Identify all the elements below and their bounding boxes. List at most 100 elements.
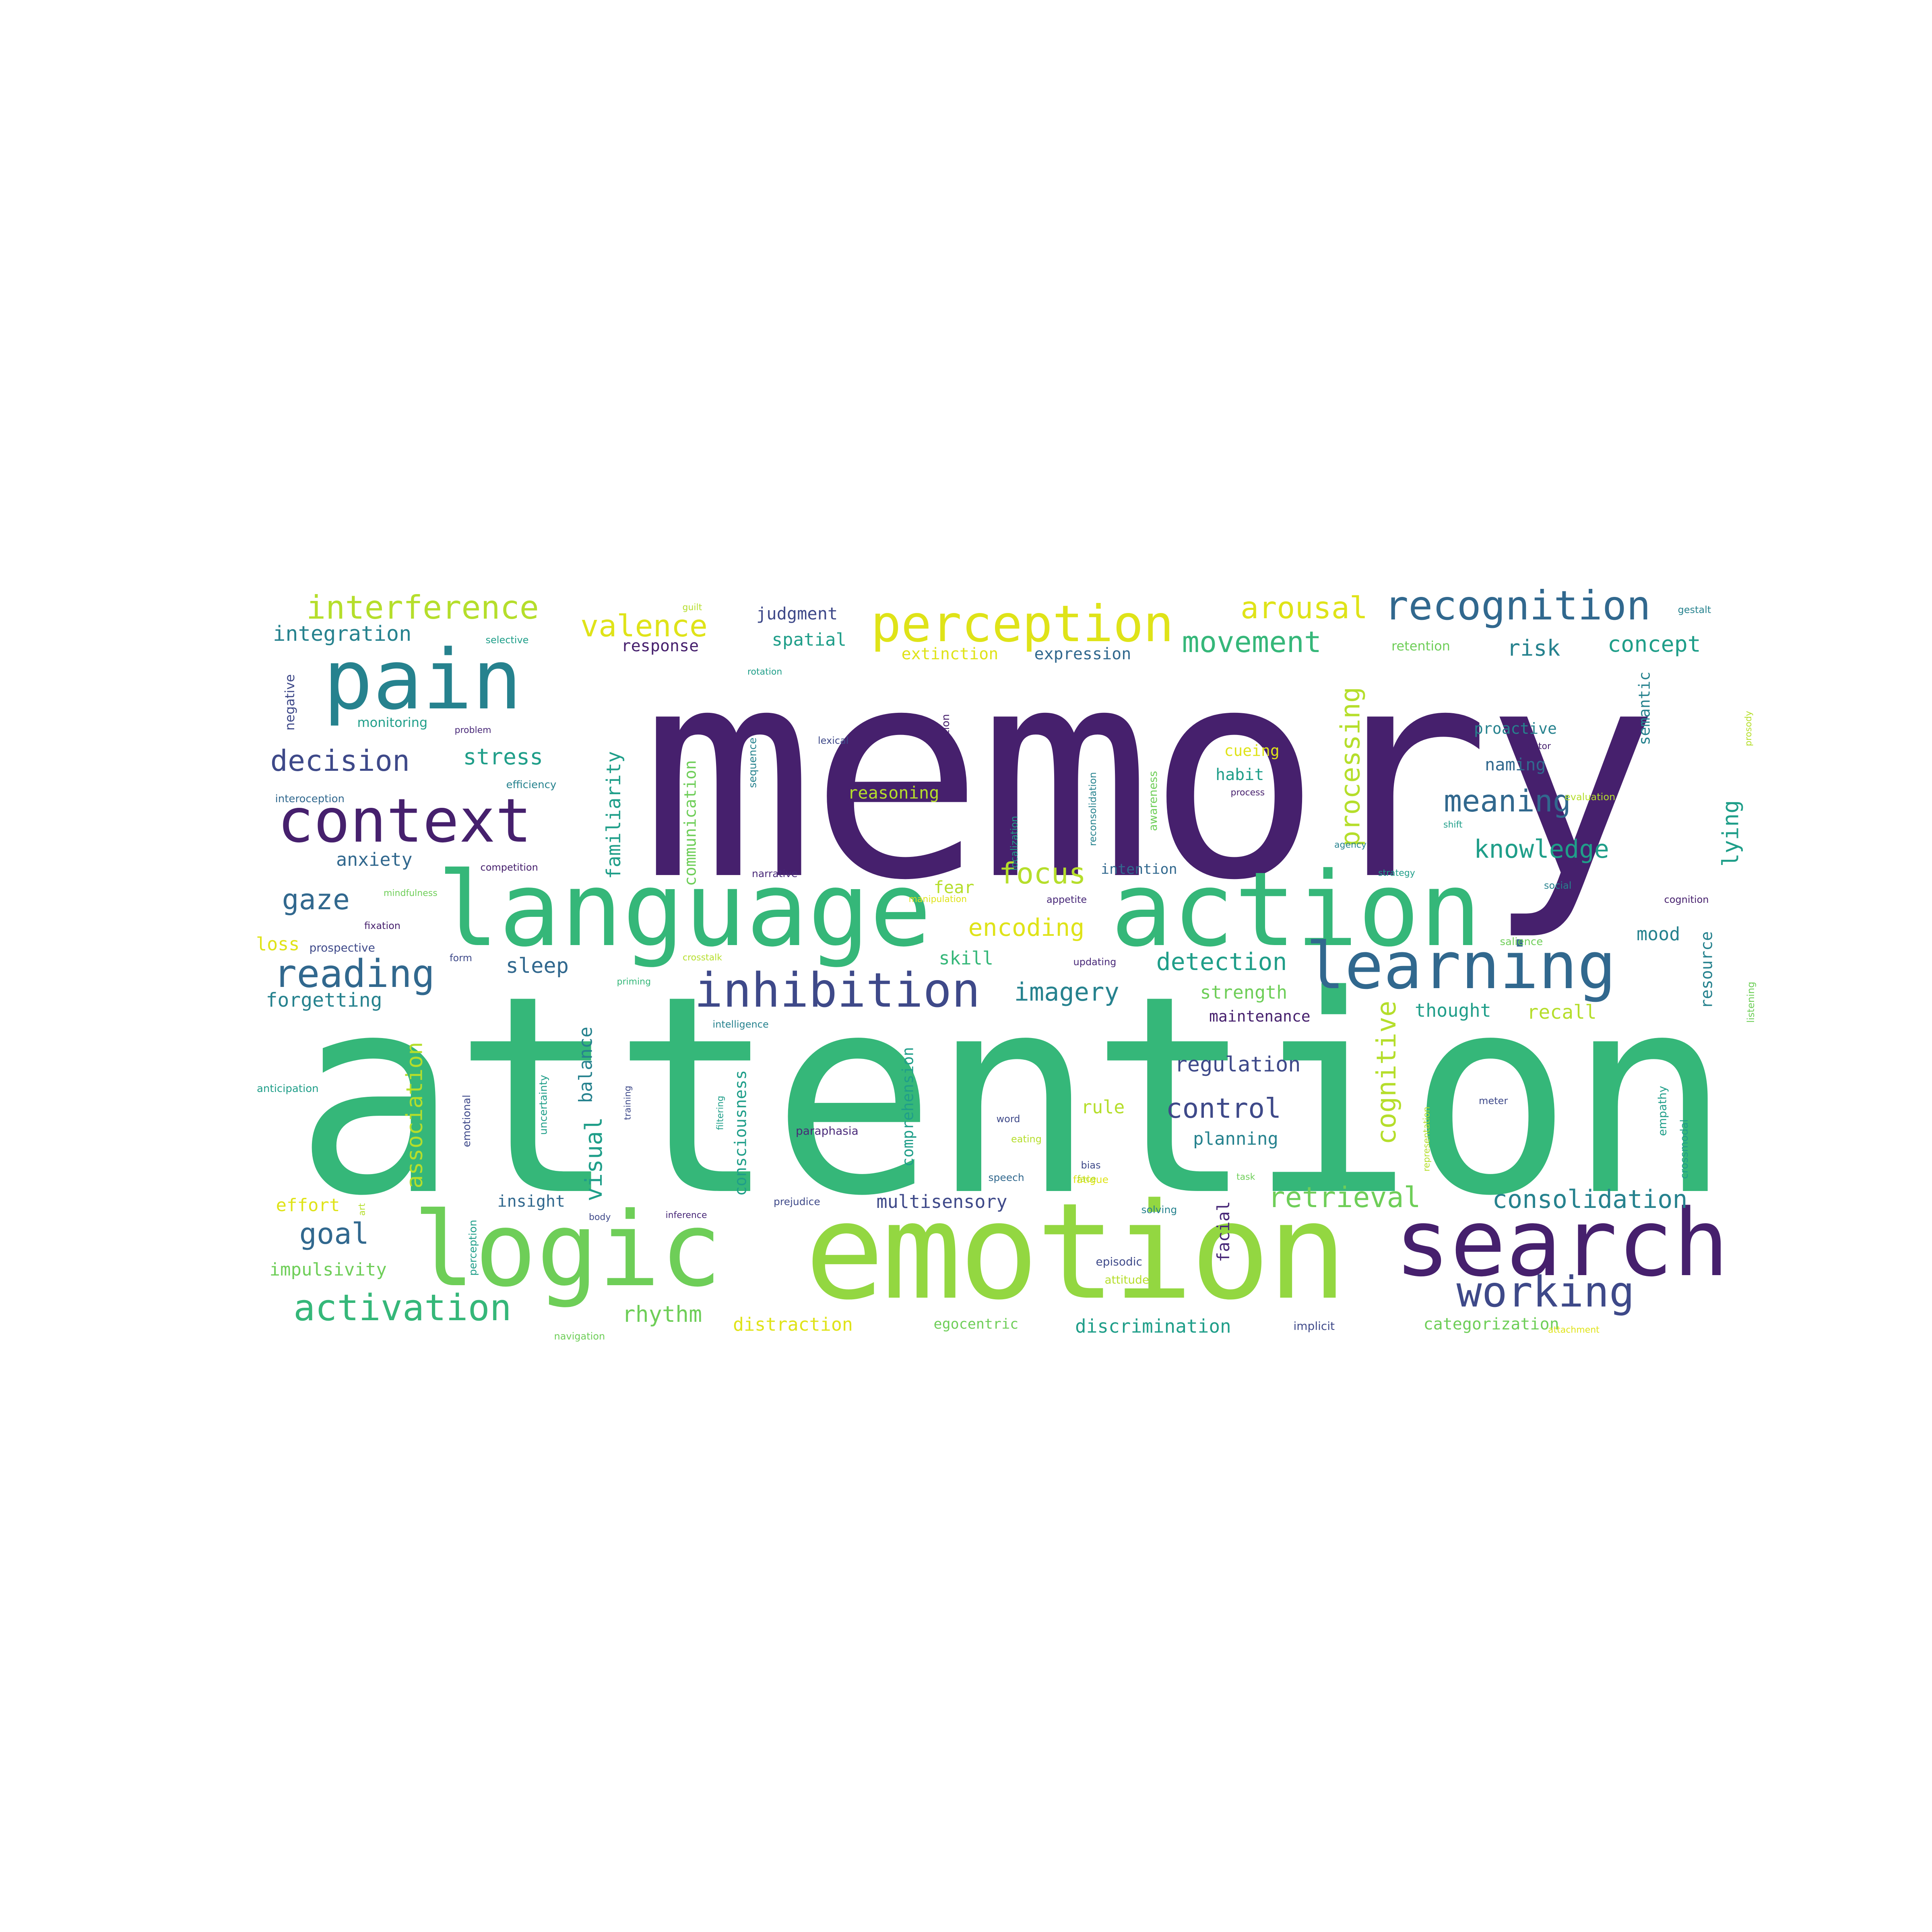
cloud-word: expression	[1034, 645, 1131, 663]
cloud-word: mindfulness	[384, 888, 438, 898]
cloud-word: control	[1166, 1093, 1282, 1125]
cloud-word: agency	[1334, 840, 1367, 850]
cloud-word: sequence	[747, 737, 759, 788]
cloud-word: anticipation	[257, 1083, 319, 1095]
cloud-word: spatial	[772, 630, 846, 650]
cloud-word: maintenance	[1209, 1007, 1311, 1025]
cloud-word: inhibition	[694, 962, 980, 1018]
cloud-word: uncertainty	[537, 1075, 550, 1135]
cloud-word: habit	[1216, 766, 1264, 784]
cloud-word: crossmodal	[1678, 1119, 1691, 1179]
cloud-word: naming	[1485, 755, 1546, 774]
cloud-word: familiarity	[602, 751, 625, 879]
cloud-word: memory	[640, 606, 1660, 943]
cloud-word: risk	[1507, 635, 1560, 661]
cloud-word: emotion	[805, 1174, 1348, 1329]
cloud-word: encoding	[968, 914, 1085, 942]
cloud-word: balance	[575, 1026, 597, 1103]
cloud-word: rule	[1081, 1096, 1125, 1118]
cloud-word: body	[589, 1212, 611, 1222]
cloud-word: implicit	[1293, 1319, 1335, 1333]
cloud-word: rhythm	[622, 1301, 702, 1327]
cloud-word: cueing	[1224, 742, 1280, 760]
cloud-word: extinction	[901, 645, 999, 663]
cloud-word: recall	[1527, 1001, 1597, 1024]
cloud-word: context	[277, 786, 532, 856]
cloud-word: focus	[999, 857, 1086, 890]
cloud-word: resource	[1697, 931, 1716, 1009]
cloud-word: guilt	[682, 603, 702, 613]
cloud-word: activation	[293, 1287, 512, 1329]
cloud-word: skill	[939, 947, 993, 969]
cloud-word: distraction	[733, 1313, 853, 1335]
cloud-word: attitude	[1104, 1273, 1150, 1286]
cloud-word: lexical	[818, 735, 849, 746]
cloud-word: prejudice	[774, 1195, 820, 1208]
cloud-word: cognition	[1664, 894, 1709, 905]
cloud-word: perception	[871, 594, 1174, 653]
cloud-word: reasoning	[848, 783, 939, 803]
cloud-word: working	[1456, 1267, 1635, 1317]
cloud-word: movement	[1182, 625, 1322, 659]
cloud-word: task	[1236, 1172, 1255, 1182]
cloud-word: reading	[274, 952, 435, 996]
cloud-word: gestalt	[1678, 604, 1711, 615]
cloud-word: impulsivity	[269, 1259, 387, 1280]
cloud-word: eating	[1011, 1133, 1042, 1145]
cloud-word: salience	[1500, 936, 1543, 948]
cloud-word: logic	[413, 1190, 722, 1310]
cloud-word: detection	[1156, 948, 1287, 976]
cloud-word: cognitive	[1371, 1001, 1402, 1145]
cloud-word: interoception	[275, 793, 345, 805]
cloud-word: emotional	[461, 1094, 473, 1148]
cloud-word: planning	[1193, 1129, 1278, 1149]
cloud-word: egocentric	[933, 1316, 1019, 1332]
cloud-word: listening	[1745, 981, 1757, 1023]
cloud-word: intention	[1101, 861, 1177, 877]
cloud-word: prosody	[1743, 711, 1754, 746]
cloud-word: retrieval	[1268, 1181, 1421, 1214]
cloud-word: sleep	[506, 954, 569, 978]
cloud-word: mood	[1637, 923, 1680, 945]
cloud-word: problem	[454, 725, 491, 735]
cloud-word: gaze	[282, 883, 350, 916]
cloud-word: learning	[1306, 928, 1616, 1003]
cloud-word: negative	[282, 674, 297, 731]
cloud-word: loss	[256, 933, 300, 955]
cloud-word: reconsolidation	[1087, 772, 1098, 846]
cloud-word: strategy	[1378, 868, 1415, 878]
cloud-word: art	[357, 1203, 367, 1216]
cloud-word: training	[623, 1086, 633, 1120]
cloud-word: categorization	[1423, 1315, 1559, 1333]
cloud-word: facial	[1213, 1201, 1233, 1262]
cloud-word: consciousness	[731, 1070, 750, 1196]
cloud-word: efficiency	[506, 779, 557, 791]
cloud-word: motor	[1524, 741, 1551, 751]
cloud-word: representation	[1422, 1106, 1432, 1172]
cloud-word: forgetting	[266, 989, 382, 1011]
cloud-word: lying	[1717, 800, 1744, 867]
cloud-word: insight	[497, 1192, 566, 1211]
cloud-word: retention	[1391, 638, 1450, 654]
cloud-word: goal	[299, 1217, 369, 1251]
cloud-word: rotation	[747, 667, 782, 677]
cloud-word: localization	[1008, 816, 1020, 871]
cloud-word: priming	[617, 977, 651, 987]
cloud-word: prospective	[309, 941, 375, 954]
cloud-word: regulation	[1174, 1053, 1301, 1077]
cloud-word: narrative	[752, 867, 798, 879]
cloud-word: manipulation	[908, 894, 967, 904]
cloud-word: valence	[580, 608, 708, 644]
cloud-word: fatigue	[1073, 1173, 1108, 1185]
cloud-word: multisensory	[876, 1191, 1007, 1212]
cloud-word: decision	[270, 744, 410, 778]
cloud-word: judgment	[756, 604, 838, 623]
cloud-word: integration	[273, 622, 412, 646]
cloud-word: effort	[276, 1195, 340, 1216]
cloud-word: episodic	[1096, 1255, 1142, 1268]
cloud-word: evaluation	[1565, 791, 1616, 803]
cloud-word: coordination	[940, 714, 952, 780]
cloud-word: knowledge	[1474, 834, 1609, 864]
cloud-word: meaning	[1444, 783, 1571, 819]
